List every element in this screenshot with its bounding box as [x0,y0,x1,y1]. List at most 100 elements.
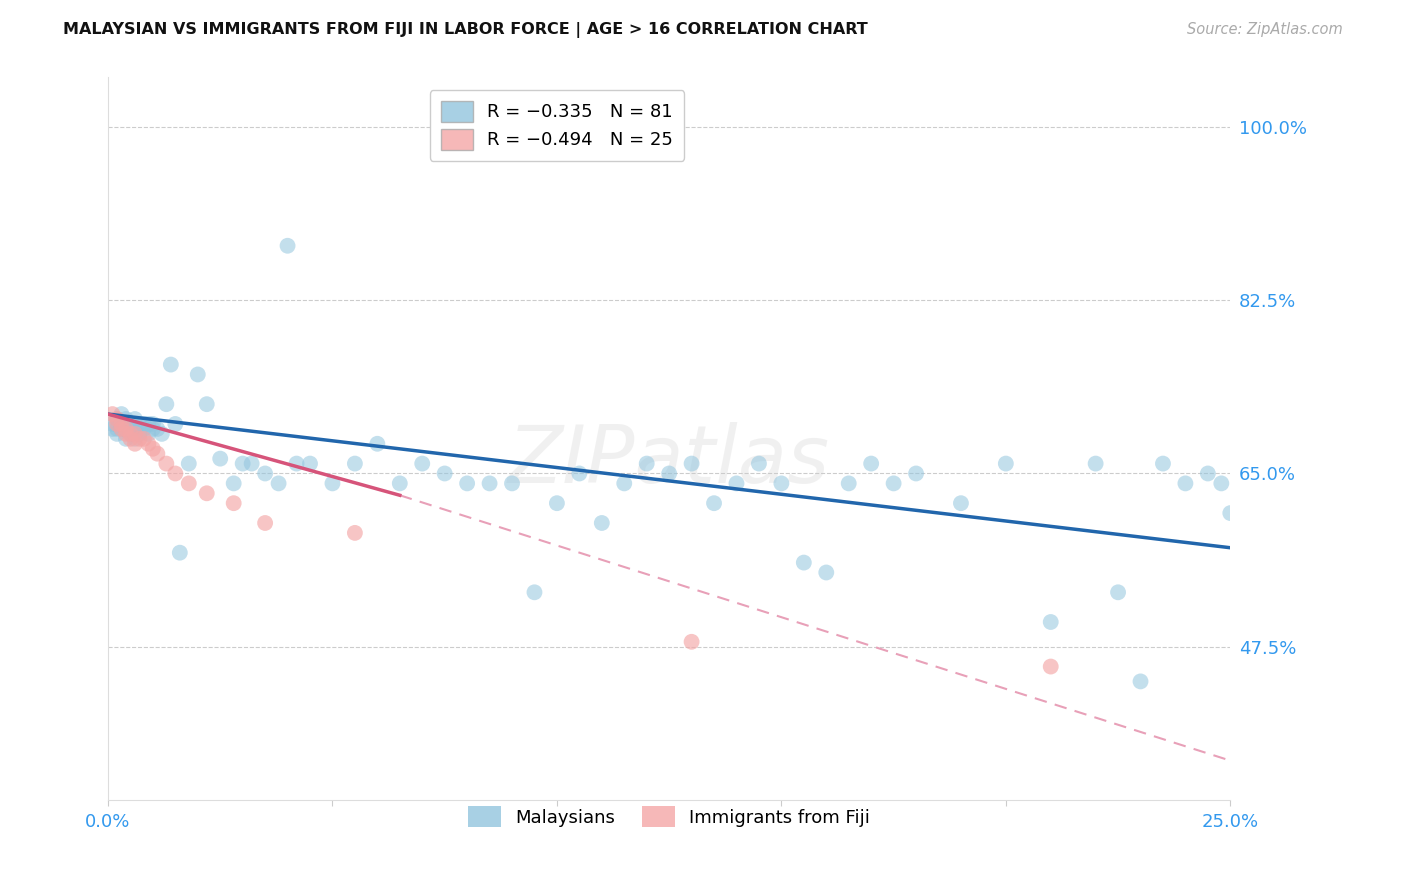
Immigrants from Fiji [222,496,245,510]
Malaysians [128,426,150,441]
Immigrants from Fiji [343,525,366,540]
Malaysians [101,417,124,431]
Malaysians [949,496,972,510]
Malaysians [748,457,770,471]
Malaysians [128,417,150,431]
Malaysians [703,496,725,510]
Immigrants from Fiji [110,417,132,431]
Malaysians [994,457,1017,471]
Malaysians [124,412,146,426]
Malaysians [240,457,263,471]
Text: Source: ZipAtlas.com: Source: ZipAtlas.com [1187,22,1343,37]
Immigrants from Fiji [105,417,128,431]
Malaysians [138,417,160,431]
Malaysians [120,422,142,436]
Legend: Malaysians, Immigrants from Fiji: Malaysians, Immigrants from Fiji [461,799,877,835]
Malaysians [1039,615,1062,629]
Malaysians [142,417,165,431]
Malaysians [658,467,681,481]
Malaysians [195,397,218,411]
Malaysians [366,437,388,451]
Malaysians [150,426,173,441]
Malaysians [636,457,658,471]
Malaysians [110,422,132,436]
Malaysians [138,426,160,441]
Malaysians [101,422,124,436]
Malaysians [165,417,187,431]
Malaysians [254,467,277,481]
Malaysians [105,426,128,441]
Malaysians [209,451,232,466]
Immigrants from Fiji [177,476,200,491]
Malaysians [105,412,128,426]
Malaysians [838,476,860,491]
Immigrants from Fiji [110,422,132,436]
Immigrants from Fiji [115,422,138,436]
Malaysians [1174,476,1197,491]
Malaysians [115,412,138,426]
Malaysians [267,476,290,491]
Malaysians [793,556,815,570]
Immigrants from Fiji [115,426,138,441]
Malaysians [110,407,132,421]
Malaysians [681,457,703,471]
Immigrants from Fiji [124,426,146,441]
Malaysians [1107,585,1129,599]
Malaysians [456,476,478,491]
Malaysians [770,476,793,491]
Malaysians [568,467,591,481]
Malaysians [546,496,568,510]
Malaysians [124,432,146,446]
Malaysians [343,457,366,471]
Malaysians [120,426,142,441]
Malaysians [277,239,299,253]
Text: ZIPatlas: ZIPatlas [508,422,830,500]
Malaysians [411,457,433,471]
Immigrants from Fiji [128,432,150,446]
Malaysians [232,457,254,471]
Malaysians [160,358,183,372]
Malaysians [169,546,191,560]
Immigrants from Fiji [195,486,218,500]
Immigrants from Fiji [105,412,128,426]
Immigrants from Fiji [142,442,165,456]
Immigrants from Fiji [146,447,169,461]
Immigrants from Fiji [120,426,142,441]
Malaysians [1219,506,1241,520]
Malaysians [222,476,245,491]
Malaysians [115,432,138,446]
Malaysians [132,417,155,431]
Malaysians [905,467,928,481]
Malaysians [177,457,200,471]
Malaysians [187,368,209,382]
Malaysians [1084,457,1107,471]
Immigrants from Fiji [155,457,177,471]
Malaysians [478,476,501,491]
Malaysians [285,457,308,471]
Malaysians [883,476,905,491]
Malaysians [155,397,177,411]
Immigrants from Fiji [165,467,187,481]
Immigrants from Fiji [254,516,277,530]
Immigrants from Fiji [1039,659,1062,673]
Malaysians [120,417,142,431]
Malaysians [110,417,132,431]
Malaysians [860,457,883,471]
Malaysians [613,476,636,491]
Malaysians [725,476,748,491]
Immigrants from Fiji [681,635,703,649]
Malaysians [146,422,169,436]
Malaysians [501,476,523,491]
Malaysians [815,566,838,580]
Malaysians [105,422,128,436]
Malaysians [298,457,321,471]
Malaysians [1152,457,1174,471]
Text: MALAYSIAN VS IMMIGRANTS FROM FIJI IN LABOR FORCE | AGE > 16 CORRELATION CHART: MALAYSIAN VS IMMIGRANTS FROM FIJI IN LAB… [63,22,868,38]
Immigrants from Fiji [120,432,142,446]
Malaysians [1211,476,1233,491]
Malaysians [321,476,343,491]
Malaysians [433,467,456,481]
Malaysians [523,585,546,599]
Malaysians [1129,674,1152,689]
Malaysians [142,422,165,436]
